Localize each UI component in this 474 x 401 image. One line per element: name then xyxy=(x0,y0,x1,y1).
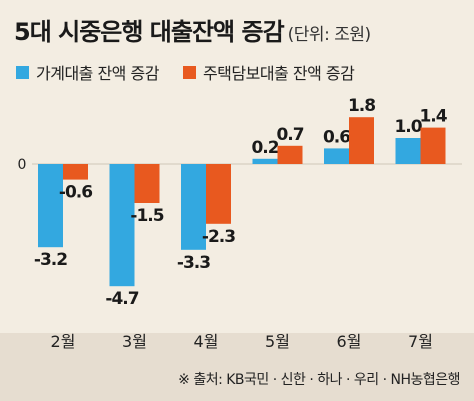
x-tick-label: 3월 xyxy=(122,332,147,351)
chart-title: 5대 시중은행 대출잔액 증감 (단위: 조원) xyxy=(14,12,371,47)
data-label-household: -3.3 xyxy=(177,253,210,273)
bar-mortgage xyxy=(277,145,303,164)
data-label-household: -4.7 xyxy=(105,289,138,309)
bar-mortgage xyxy=(206,164,231,224)
bar-mortgage xyxy=(63,164,88,180)
data-label-mortgage: -0.6 xyxy=(59,183,92,203)
footer-band xyxy=(0,333,474,401)
source-note: ※ 출처: KB국민 · 신한 · 하나 · 우리 · NH농협은행 xyxy=(178,372,460,388)
data-label-household: 1.0 xyxy=(394,117,422,137)
data-label-mortgage: -2.3 xyxy=(202,227,235,247)
data-label-household: -3.2 xyxy=(34,250,67,270)
bar-household xyxy=(324,148,349,164)
x-tick-label: 2월 xyxy=(51,332,76,351)
legend-item-mortgage: 주택담보대출 잔액 증감 xyxy=(182,60,355,84)
y-zero-label: 0 xyxy=(18,157,27,173)
data-label-mortgage: 1.8 xyxy=(348,96,375,116)
bar-household xyxy=(38,164,63,248)
x-tick-label: 5월 xyxy=(265,332,290,351)
bar-mortgage xyxy=(420,127,446,164)
chart-legend: 가계대출 잔액 증감 주택담보대출 잔액 증감 xyxy=(16,60,378,84)
legend-swatch-mortgage xyxy=(182,65,196,79)
bar-mortgage xyxy=(134,164,160,203)
legend-swatch-household xyxy=(16,65,29,79)
legend-label-mortgage: 주택담보대출 잔액 증감 xyxy=(202,64,355,83)
data-label-mortgage: -1.5 xyxy=(130,206,163,226)
data-label-mortgage: 0.7 xyxy=(276,125,303,145)
data-label-household: 0.2 xyxy=(251,138,278,158)
x-tick-label: 6월 xyxy=(337,332,362,351)
chart-unit: (단위: 조원) xyxy=(287,25,371,45)
bar-household xyxy=(252,158,278,164)
bar-household xyxy=(109,164,135,287)
legend-item-household: 가계대출 잔액 증감 xyxy=(16,60,159,84)
bar-household xyxy=(181,164,206,250)
bar-household xyxy=(395,138,421,164)
data-label-mortgage: 1.4 xyxy=(419,107,447,127)
chart-title-main: 5대 시중은행 대출잔액 증감 xyxy=(14,18,285,46)
bar-mortgage xyxy=(349,117,374,164)
x-tick-label: 7월 xyxy=(408,332,433,351)
x-tick-label: 4월 xyxy=(194,332,219,351)
data-label-household: 0.6 xyxy=(323,127,350,147)
legend-label-household: 가계대출 잔액 증감 xyxy=(36,64,159,83)
